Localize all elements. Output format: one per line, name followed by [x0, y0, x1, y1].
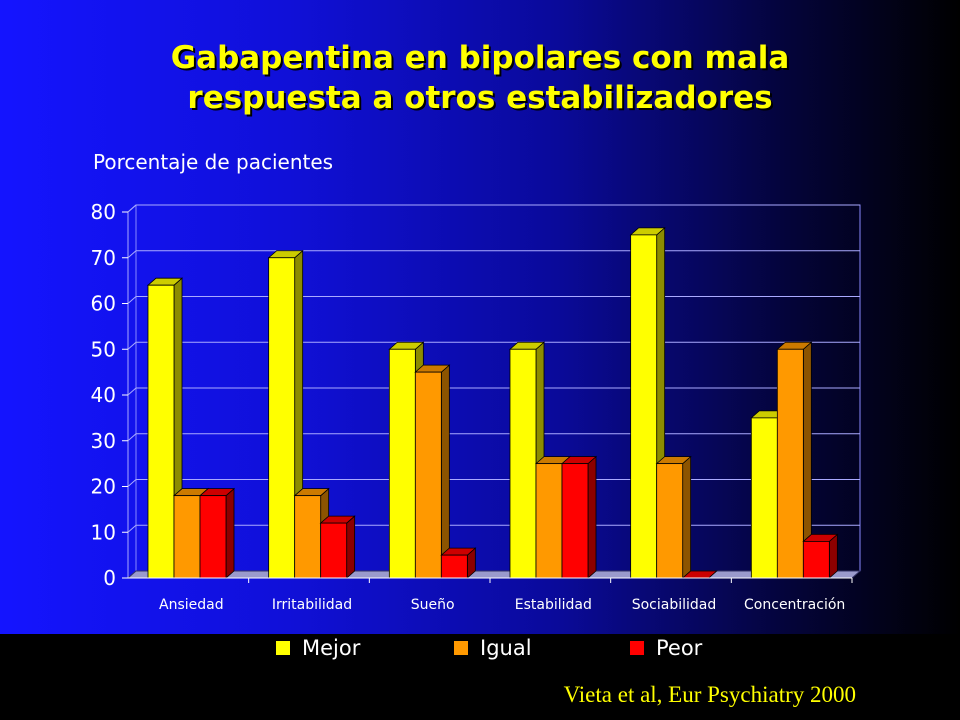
bar-mejor-1 [147, 284, 175, 579]
bar-igual-6 [776, 348, 804, 579]
x-tick-label: Concentración [744, 597, 845, 613]
x-tick-label: Sociabilidad [632, 597, 717, 613]
bar-igual-5-side [682, 455, 692, 579]
title-line-2: respuesta a otros estabilizadores [187, 80, 773, 116]
legend-swatch-igual [454, 641, 468, 655]
bar-mejor-3 [388, 348, 416, 579]
bar-igual-3-side [440, 364, 450, 579]
legend-label-igual: Igual [480, 636, 532, 660]
gridline [127, 387, 860, 396]
y-tick-label: 20 [91, 475, 116, 499]
y-tick-label: 0 [103, 566, 116, 590]
gridline [127, 524, 860, 533]
bar-igual-5 [656, 463, 684, 579]
bar-mejor-6 [750, 417, 778, 579]
legend: Mejor Igual Peor [276, 634, 702, 662]
bar-igual-1 [173, 495, 201, 579]
gridline [127, 433, 860, 442]
bar-peor-6-side [828, 533, 838, 579]
bar-igual-4 [535, 463, 563, 579]
legend-item-mejor: Mejor [276, 636, 454, 660]
gridline [127, 296, 860, 304]
legend-label-mejor: Mejor [302, 636, 361, 660]
gridline [127, 204, 860, 213]
bar-peor-3 [440, 554, 468, 579]
bar-mejor-4 [509, 348, 537, 579]
y-tick-label: 30 [91, 429, 116, 453]
legend-swatch-peor [630, 641, 644, 655]
y-tick-label: 70 [91, 246, 116, 270]
legend-swatch-mejor [276, 641, 290, 655]
gridline [127, 479, 860, 487]
bar-igual-3 [414, 371, 442, 579]
bar-chart: 0 10 20 30 40 50 60 70 80 Ansiedad Irritabilidad Su… [91, 200, 862, 613]
chart-title: Gabapentina en bipolares con mala respue… [0, 38, 960, 118]
y-axis-label: Porcentaje de pacientes [93, 150, 334, 174]
bar-peor-2-side [346, 515, 356, 579]
gridline [127, 341, 860, 350]
bar-peor-1 [199, 495, 227, 579]
legend-item-igual: Igual [454, 636, 630, 660]
bar-igual-2 [294, 495, 322, 579]
x-tick-label: Sueño [411, 597, 455, 613]
y-tick-label: 60 [91, 292, 116, 316]
bar-peor-6 [802, 541, 830, 579]
source-citation: Vieta et al, Eur Psychiatry 2000 [563, 682, 856, 707]
x-tick-label: Ansiedad [159, 597, 224, 613]
x-tick-label: Estabilidad [515, 597, 592, 613]
x-tick-label: Irritabilidad [272, 597, 352, 613]
gridline [127, 250, 860, 259]
bar-peor-4-side [587, 455, 597, 579]
y-tick-label: 10 [91, 520, 116, 544]
legend-label-peor: Peor [656, 636, 703, 660]
title-line-1: Gabapentina en bipolares con mala [170, 40, 790, 76]
legend-item-peor: Peor [630, 636, 702, 660]
y-tick-label: 50 [91, 337, 116, 361]
bar-peor-1-side [225, 487, 235, 579]
bar-mejor-5 [630, 234, 658, 579]
y-tick-label: 40 [91, 383, 116, 407]
plot-floor [126, 570, 862, 579]
y-tick-label: 80 [91, 200, 116, 224]
bar-peor-4 [561, 463, 589, 579]
bar-peor-2 [320, 522, 348, 579]
bar-mejor-2 [268, 257, 296, 579]
